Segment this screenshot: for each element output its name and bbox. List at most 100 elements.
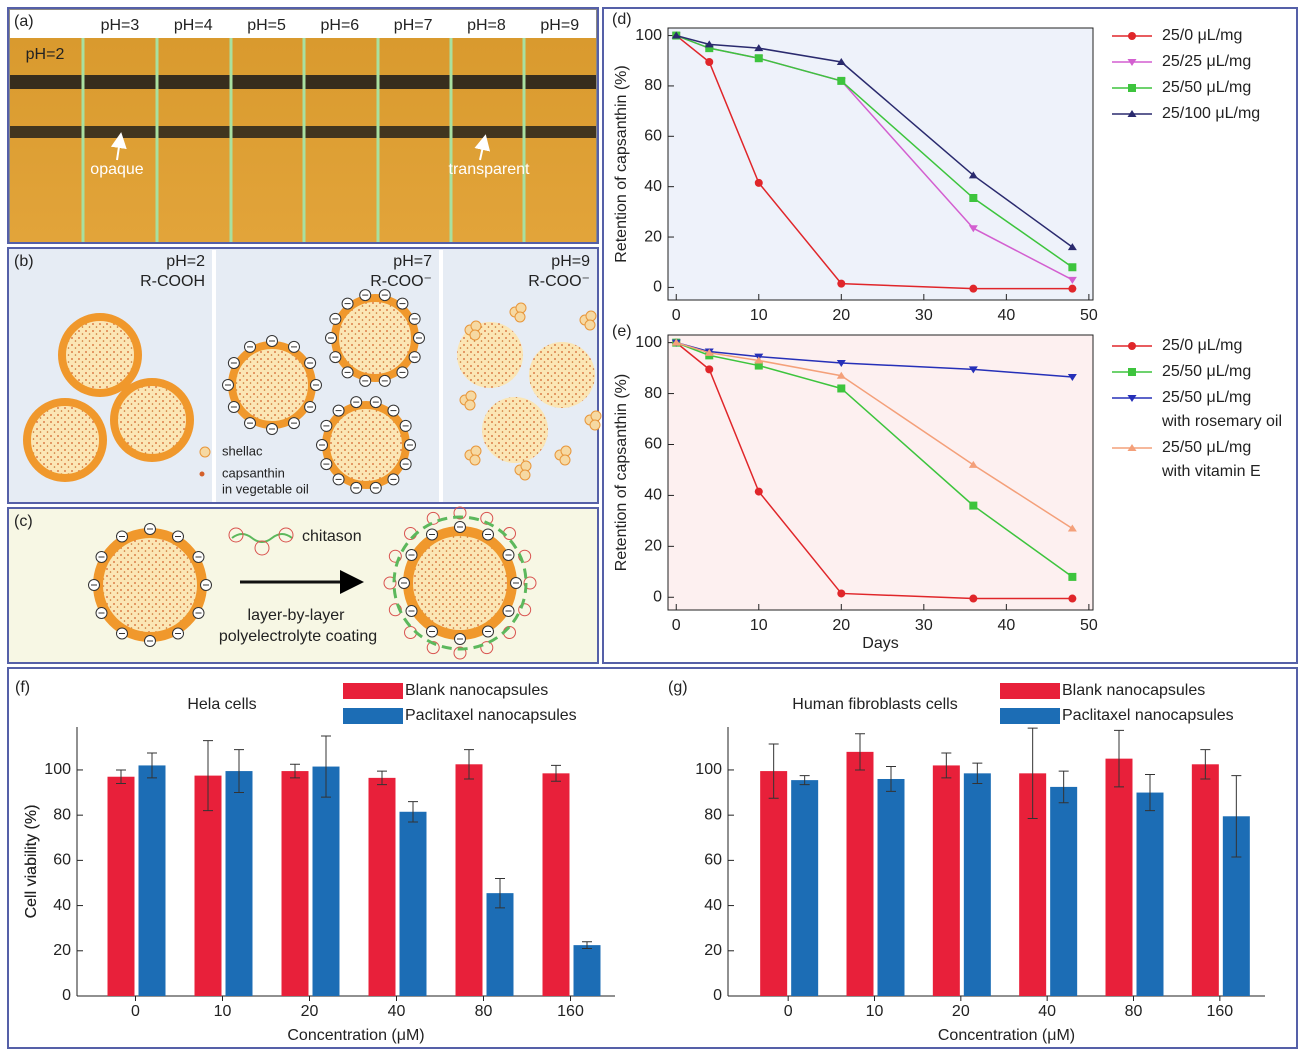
y-tick-label: 100 [635, 334, 662, 351]
shellac [200, 447, 210, 457]
x-tick-label: 20 [832, 617, 850, 634]
ph-label: pH=2 [166, 253, 205, 270]
bar [400, 812, 427, 996]
capsule [326, 405, 406, 485]
x-tick-label: 10 [750, 307, 768, 324]
x-tick-label: 50 [1080, 617, 1098, 634]
group-label: R-COO⁻ [528, 273, 590, 290]
y-tick-label: 40 [53, 897, 71, 914]
y-axis-title: Retention of capsanthin (%) [613, 374, 630, 571]
x-tick-label: 40 [388, 1003, 406, 1020]
bar [1192, 764, 1219, 996]
ph-label: pH=7 [393, 253, 432, 270]
figure: (a) opaque transparent (b) pH=2 R-COOH p… [0, 0, 1301, 1051]
marker [1068, 595, 1076, 603]
legend-text: shellac [222, 443, 263, 458]
marker [755, 488, 763, 496]
bar [1137, 793, 1164, 996]
marker [755, 179, 763, 187]
marker [969, 595, 977, 603]
marker [1128, 32, 1136, 40]
capsanthin-dot [200, 472, 205, 477]
legend-text: 25/50 μL/mg [1162, 363, 1251, 380]
marker [837, 280, 845, 288]
panel-label: (e) [612, 323, 632, 340]
capsule [482, 397, 548, 463]
marker [1068, 573, 1076, 581]
marker [837, 384, 845, 392]
y-tick-label: 40 [644, 487, 662, 504]
marker [755, 54, 763, 62]
panel-label: (d) [612, 11, 632, 28]
capsule [27, 402, 103, 478]
y-tick-label: 20 [644, 538, 662, 555]
annotation: transparent [449, 161, 530, 178]
x-tick-label: 0 [784, 1003, 793, 1020]
group-label: R-COOH [140, 273, 205, 290]
bar [108, 777, 135, 996]
chart-title: Hela cells [187, 696, 256, 713]
bar [282, 771, 309, 996]
shellac [465, 400, 475, 410]
shellac [471, 446, 481, 456]
y-tick-label: 60 [704, 852, 722, 869]
ph-label: pH=9 [551, 253, 590, 270]
x-tick-label: 160 [557, 1003, 584, 1020]
legend-text: 25/25 μL/mg [1162, 53, 1251, 70]
legend-text: in vegetable oil [222, 481, 309, 496]
bar [574, 945, 601, 996]
bar [369, 778, 396, 996]
marker [1068, 263, 1076, 271]
y-axis-title: Cell viability (%) [23, 805, 40, 919]
x-tick-label: 30 [915, 307, 933, 324]
marker [837, 589, 845, 597]
process-label: polyelectrolyte coating [219, 628, 377, 645]
x-tick-label: 30 [915, 617, 933, 634]
y-tick-label: 40 [704, 897, 722, 914]
y-tick-label: 60 [644, 128, 662, 145]
shellac [521, 461, 531, 471]
legend-text: 25/50 μL/mgwith vitamin E [1161, 439, 1261, 480]
marker [969, 194, 977, 202]
capsule [529, 342, 595, 408]
x-tick-label: 20 [952, 1003, 970, 1020]
capsule [98, 533, 202, 637]
ph-label: pH=9 [540, 17, 579, 34]
y-tick-label: 80 [53, 806, 71, 823]
x-tick-label: 40 [997, 617, 1015, 634]
x-tick-label: 80 [475, 1003, 493, 1020]
bar [1050, 787, 1077, 996]
x-axis-title: Days [862, 635, 898, 652]
plot-area [668, 335, 1093, 610]
y-tick-label: 60 [644, 436, 662, 453]
shellac [586, 311, 596, 321]
x-axis-title: Concentration (μM) [287, 1027, 424, 1044]
marker [1128, 84, 1136, 92]
marker [969, 285, 977, 293]
capsule [232, 345, 312, 425]
y-tick-label: 0 [713, 987, 722, 1004]
ph-label: pH=3 [101, 17, 140, 34]
bar [487, 893, 514, 996]
panel-label: (f) [15, 679, 30, 696]
x-tick-label: 80 [1125, 1003, 1143, 1020]
bar [847, 752, 874, 996]
bar [791, 780, 818, 996]
shellac [470, 455, 480, 465]
marker [837, 77, 845, 85]
plot-area [668, 28, 1093, 300]
y-tick-label: 0 [62, 987, 71, 1004]
x-tick-label: 160 [1206, 1003, 1233, 1020]
y-tick-label: 80 [644, 385, 662, 402]
panel-label: (c) [14, 513, 33, 530]
y-tick-label: 20 [704, 942, 722, 959]
x-tick-label: 10 [750, 617, 768, 634]
x-tick-label: 10 [214, 1003, 232, 1020]
bar [933, 765, 960, 996]
ph-label: pH=2 [26, 46, 65, 63]
panel-label: (g) [668, 679, 688, 696]
capsule [408, 531, 512, 635]
shellac [520, 470, 530, 480]
shellac [591, 411, 601, 421]
